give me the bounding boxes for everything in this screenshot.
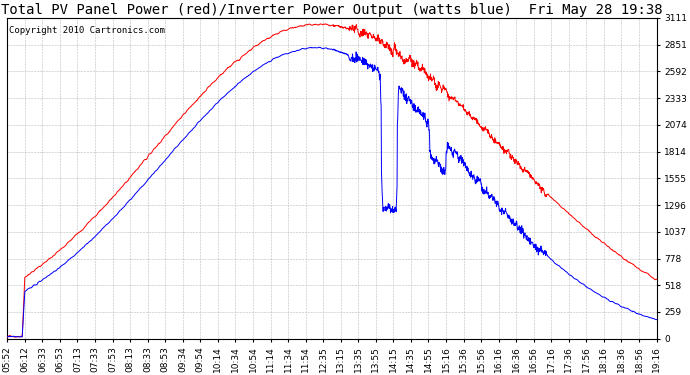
Title: Total PV Panel Power (red)/Inverter Power Output (watts blue)  Fri May 28 19:38: Total PV Panel Power (red)/Inverter Powe… [1, 3, 662, 17]
Text: Copyright 2010 Cartronics.com: Copyright 2010 Cartronics.com [9, 26, 165, 35]
